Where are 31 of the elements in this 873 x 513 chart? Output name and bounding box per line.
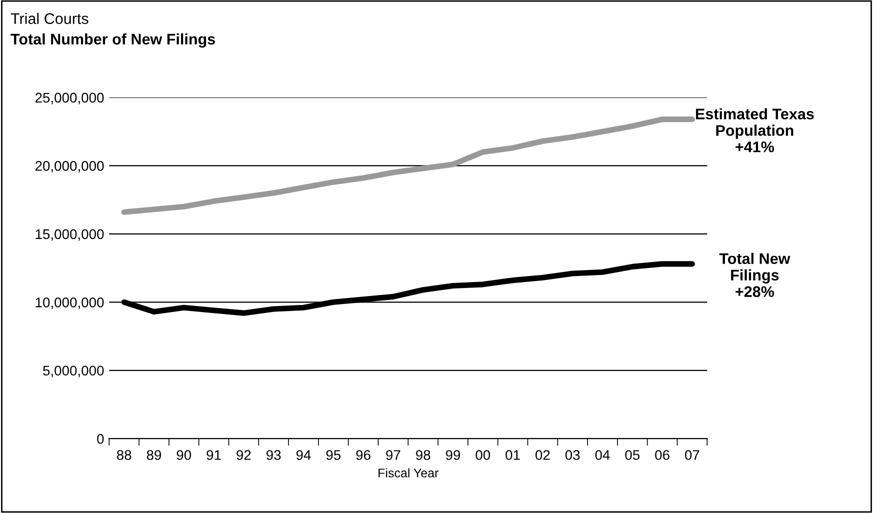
- y-tick-label: 15,000,000: [36, 229, 104, 241]
- x-tick-label: 90: [176, 450, 192, 460]
- x-tick-label: 94: [296, 450, 311, 460]
- x-tick-label: 00: [476, 450, 490, 460]
- x-tick-label: 05: [625, 450, 640, 460]
- x-tick-label: 04: [595, 450, 610, 460]
- series-label: Total New Filings +28%: [719, 252, 790, 298]
- series-label: Estimated Texas Population +41%: [696, 108, 814, 152]
- chart-title: Trial Courts: [10, 12, 88, 24]
- y-tick-label: 25,000,000: [35, 92, 104, 104]
- x-tick-label: 93: [266, 450, 281, 460]
- y-tick-label: 20,000,000: [35, 161, 104, 173]
- x-tick-label: 02: [536, 450, 550, 460]
- y-tick-label: 10,000,000: [36, 297, 104, 309]
- x-tick-label: 91: [206, 450, 221, 460]
- x-tick-label: 07: [685, 450, 700, 460]
- x-tick-label: 99: [446, 450, 460, 460]
- x-tick-label: 89: [146, 450, 162, 460]
- y-tick-label: 0: [97, 434, 104, 444]
- x-tick-label: 01: [506, 450, 520, 460]
- x-tick-label: 95: [326, 450, 341, 460]
- x-tick-label: 92: [236, 450, 251, 460]
- x-tick-label: 96: [356, 450, 370, 460]
- x-tick-label: 98: [416, 450, 430, 460]
- x-tick-label: 06: [655, 450, 670, 460]
- x-axis-title: Fiscal Year: [378, 468, 438, 478]
- x-tick-label: 03: [565, 450, 580, 460]
- x-tick-label: 88: [116, 450, 132, 460]
- x-tick-label: 97: [386, 450, 400, 460]
- y-tick-label: 5,000,000: [43, 366, 104, 378]
- chart-subtitle: Total Number of New Filings: [10, 33, 215, 48]
